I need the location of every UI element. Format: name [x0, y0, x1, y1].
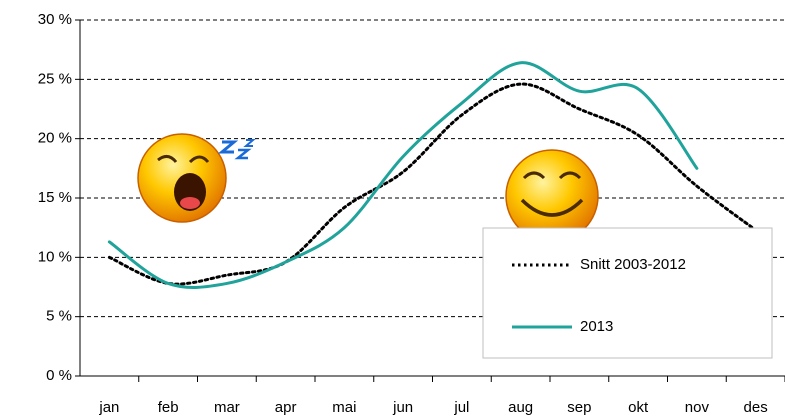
- x-tick-label: jul: [453, 399, 469, 416]
- legend-box: [482, 227, 773, 359]
- x-tick-label: jan: [98, 399, 119, 416]
- legend-label: 2013: [580, 318, 613, 335]
- y-tick-label: 15 %: [38, 189, 72, 206]
- legend-label: Snitt 2003-2012: [580, 256, 686, 273]
- sleepy-emoji: [137, 133, 256, 223]
- y-tick-label: 25 %: [38, 70, 72, 87]
- y-tick-label: 0 %: [46, 367, 72, 384]
- x-tick-label: apr: [275, 399, 297, 416]
- x-tick-label: aug: [508, 399, 533, 416]
- x-tick-label: mar: [214, 399, 240, 416]
- series-line: [107, 61, 699, 289]
- grid: 0 % 5 % 10 % 15 % 20 % 25 % 30 % jan feb mar apr ma…: [38, 11, 785, 416]
- y-tick-label: 5 %: [46, 308, 72, 325]
- x-tick-label: jun: [392, 399, 413, 416]
- x-tick-label: sep: [567, 399, 591, 416]
- y-tick-label: 30 %: [38, 11, 72, 28]
- x-tick-label: des: [744, 399, 768, 416]
- x-tick-label: okt: [628, 399, 649, 416]
- series-line: [107, 82, 758, 286]
- legend: Snitt 2003-2012 2013: [482, 227, 773, 359]
- lines: [107, 61, 758, 289]
- x-tick-label: mai: [332, 399, 356, 416]
- smile-emoji: [505, 149, 599, 243]
- y-tick-label: 20 %: [38, 130, 72, 147]
- x-tick-label: feb: [158, 399, 179, 416]
- x-tick-label: nov: [685, 399, 710, 416]
- y-tick-label: 10 %: [38, 248, 72, 265]
